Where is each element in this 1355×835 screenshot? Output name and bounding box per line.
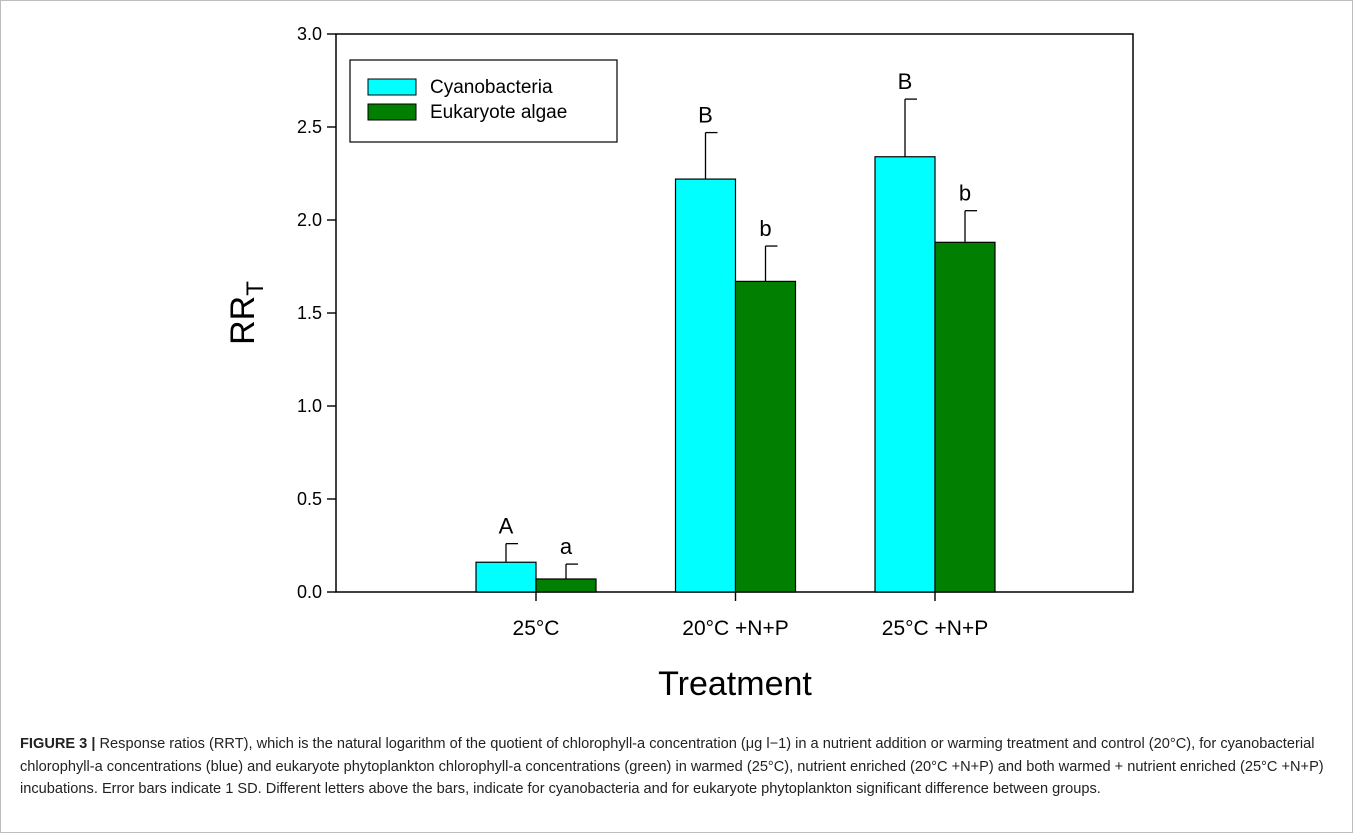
- y-axis-label-subscript: T: [242, 281, 269, 296]
- y-tick-label: 0.0: [297, 582, 322, 602]
- y-axis-label-main: RR: [224, 296, 262, 345]
- legend-swatch-cyanobacteria: [367, 78, 417, 96]
- legend-swatch-eukaryote: [367, 103, 417, 121]
- x-tick-label: 20°C +N+P: [682, 617, 788, 640]
- bar-cyanobacteria: [475, 561, 537, 593]
- y-axis-label: RRT: [224, 281, 269, 345]
- bar-eukaryote: [535, 578, 597, 593]
- x-tick-label: 25°C: [513, 617, 560, 640]
- y-axis: 0.0 0.5 1.0 1.5 2.0 2.5 3.0: [297, 24, 336, 602]
- y-tick-label: 2.0: [297, 210, 322, 230]
- significance-letter: b: [759, 216, 771, 241]
- bar-eukaryote: [734, 280, 797, 593]
- legend-label-cyanobacteria: Cyanobacteria: [430, 77, 553, 98]
- bar-cyanobacteria: [674, 178, 737, 593]
- x-axis-label: Treatment: [658, 665, 812, 703]
- legend-label-eukaryote: Eukaryote algae: [430, 102, 567, 123]
- significance-letter: A: [499, 514, 514, 539]
- significance-letter: a: [560, 534, 573, 559]
- significance-letter: b: [959, 181, 971, 206]
- y-tick-label: 2.5: [297, 117, 322, 137]
- figure-caption: FIGURE 3 | Response ratios (RRT), which …: [20, 733, 1338, 801]
- y-tick-label: 1.0: [297, 396, 322, 416]
- caption-label: FIGURE 3 |: [20, 736, 96, 752]
- y-tick-label: 3.0: [297, 24, 322, 44]
- legend-box: [349, 59, 618, 143]
- y-tick-label: 1.5: [297, 303, 322, 323]
- bar-cyanobacteria: [874, 156, 936, 593]
- x-axis: 25°C 20°C +N+P 25°C +N+P: [513, 592, 988, 640]
- svg-text:RRT: RRT: [224, 281, 269, 345]
- x-tick-label: 25°C +N+P: [882, 617, 988, 640]
- bar-chart: 0.0 0.5 1.0 1.5 2.0 2.5 3.0 Aa Bb Bb 25°C 20°C +N…: [224, 24, 1134, 703]
- y-tick-label: 0.5: [297, 489, 322, 509]
- legend: Cyanobacteria Eukaryote algae: [349, 59, 618, 143]
- caption-text: Response ratios (RRT), which is the natu…: [20, 736, 1324, 797]
- significance-letter: B: [698, 103, 713, 128]
- bars-group: Aa Bb Bb: [475, 69, 996, 593]
- significance-letter: B: [898, 69, 913, 94]
- bar-eukaryote: [934, 241, 996, 593]
